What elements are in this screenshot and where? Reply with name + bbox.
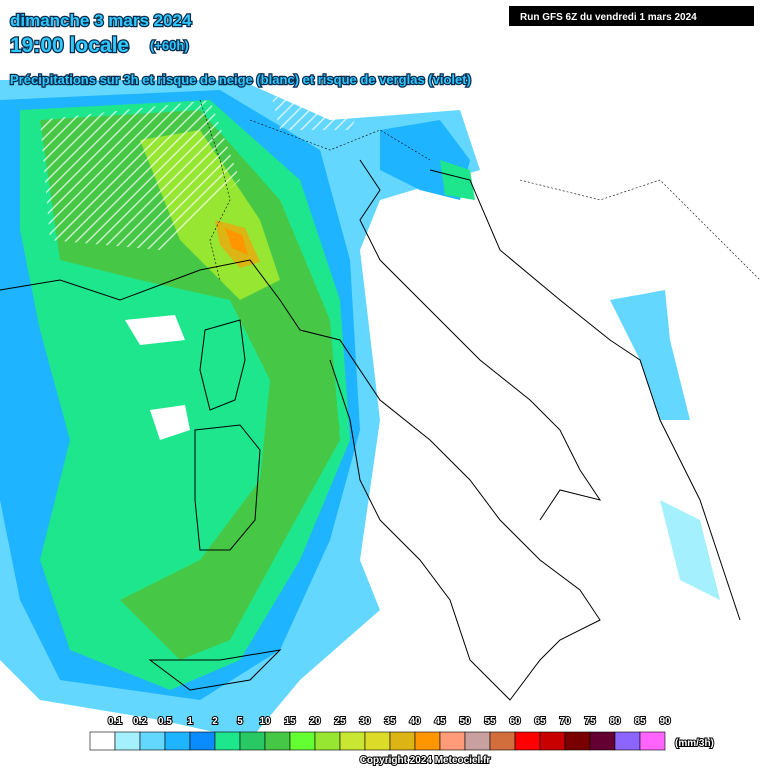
legend-tick-label: 45 [434, 716, 446, 727]
legend: 0.1 0.2 0.5 1 2 5 10 15 20 25 30 35 40 45 50 55 60 65 70 75… [89, 715, 672, 751]
legend-tick-label: 55 [484, 716, 496, 727]
legend-tick-label: 80 [609, 716, 621, 727]
coastlines [0, 99, 761, 701]
legend-tick-label: 60 [509, 716, 521, 727]
legend-swatch [114, 731, 141, 751]
precipitation-field [0, 80, 720, 740]
legend-swatch [489, 731, 516, 751]
legend-tick-label: 0.1 [108, 716, 122, 727]
legend-swatch [364, 731, 391, 751]
legend-swatch [464, 731, 491, 751]
legend-swatch [639, 731, 666, 751]
legend-tick-label: 5 [237, 716, 243, 727]
legend-swatch [414, 731, 441, 751]
legend-swatch [339, 731, 366, 751]
legend-unit: (mm/3h) [675, 738, 714, 749]
legend-swatch [264, 731, 291, 751]
legend-swatch [164, 731, 191, 751]
legend-tick-label: 90 [659, 716, 671, 727]
legend-swatch [214, 731, 241, 751]
legend-tick-label: 65 [534, 716, 546, 727]
lead-time: (+60h) [150, 38, 189, 53]
legend-swatch [389, 731, 416, 751]
run-box [509, 6, 754, 26]
legend-swatch [439, 731, 466, 751]
run-label: Run GFS 6Z du vendredi 1 mars 2024 [520, 12, 697, 23]
legend-swatch [539, 731, 566, 751]
legend-tick-label: 35 [384, 716, 396, 727]
legend-tick-label: 70 [559, 716, 571, 727]
legend-tick-label: 40 [409, 716, 421, 727]
legend-swatch [189, 731, 216, 751]
legend-tick-label: 75 [584, 716, 596, 727]
legend-swatch [139, 731, 166, 751]
legend-tick-label: 2 [212, 716, 218, 727]
legend-tick-label: 20 [309, 716, 321, 727]
copyright: Copyright 2024 Meteociel.fr [360, 755, 491, 766]
time: 19:00 locale [10, 34, 129, 57]
legend-tick-label: 10 [259, 716, 271, 727]
legend-swatch [564, 731, 591, 751]
legend-tick-label: 0.2 [133, 716, 147, 727]
date: dimanche 3 mars 2024 [10, 11, 192, 30]
legend-tick-label: 30 [359, 716, 371, 727]
legend-swatch [289, 731, 316, 751]
legend-tick-label: 25 [334, 716, 346, 727]
legend-tick-label: 50 [459, 716, 471, 727]
legend-swatch [314, 731, 341, 751]
legend-tick-label: 0.5 [158, 716, 172, 727]
legend-swatch [239, 731, 266, 751]
legend-tick-label: 15 [284, 716, 296, 727]
legend-swatch [614, 731, 641, 751]
legend-swatch [514, 731, 541, 751]
legend-swatch [89, 731, 116, 751]
description: Précipitations sur 3h et risque de neige… [10, 72, 471, 87]
legend-tick-label: 85 [634, 716, 646, 727]
legend-tick-label: 1 [187, 716, 193, 727]
legend-swatch [589, 731, 616, 751]
